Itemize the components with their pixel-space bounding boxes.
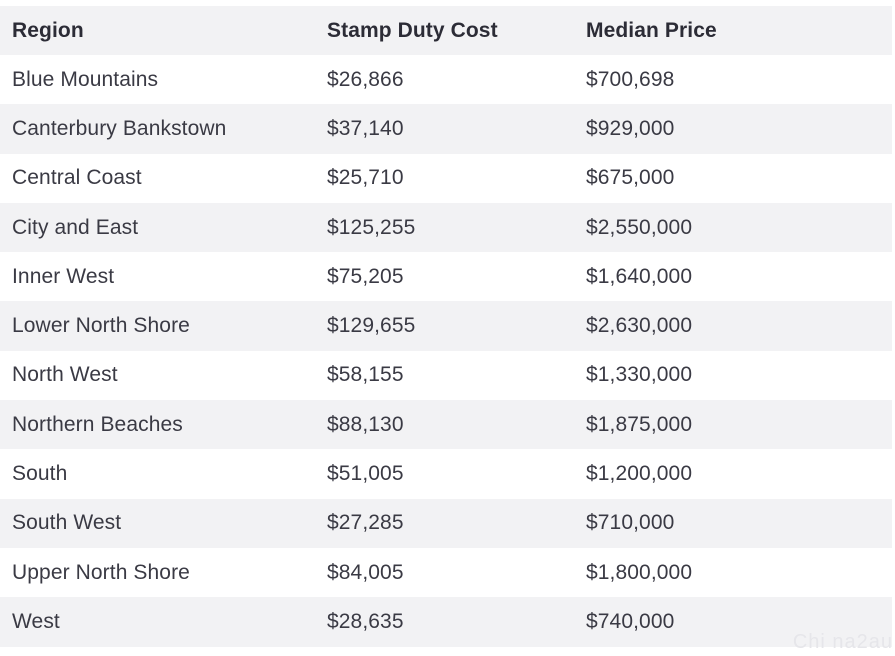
cell-stamp-duty: $88,130: [327, 412, 404, 436]
table-row: South $51,005 $1,200,000: [0, 449, 892, 498]
cell-median-price: $1,875,000: [586, 412, 693, 436]
cell-median-price: $2,630,000: [586, 314, 693, 338]
header-region: Region: [12, 18, 84, 42]
cell-stamp-duty: $51,005: [327, 462, 404, 486]
cell-region: Blue Mountains: [12, 67, 159, 91]
table-row: Central Coast $25,710 $675,000: [0, 154, 892, 203]
cell-median-price: $740,000: [586, 609, 675, 633]
cell-median-price: $929,000: [586, 116, 675, 140]
cell-stamp-duty: $84,005: [327, 560, 404, 584]
cell-stamp-duty: $129,655: [327, 314, 416, 338]
header-median-price: Median Price: [586, 18, 717, 42]
cell-region: Lower North Shore: [12, 314, 190, 338]
cell-median-price: $710,000: [586, 511, 675, 535]
cell-region: South West: [12, 511, 122, 535]
cell-region: South: [12, 462, 68, 486]
table-row: Blue Mountains $26,866 $700,698: [0, 55, 892, 104]
cell-region: Canterbury Bankstown: [12, 116, 227, 140]
cell-stamp-duty: $58,155: [327, 363, 404, 387]
cell-stamp-duty: $75,205: [327, 264, 404, 288]
table-row: City and East $125,255 $2,550,000: [0, 202, 892, 253]
cell-median-price: $675,000: [586, 166, 675, 190]
table-row: Upper North Shore $84,005 $1,800,000: [0, 548, 892, 597]
cell-region: Northern Beaches: [12, 412, 183, 436]
header-stamp-duty: Stamp Duty Cost: [327, 18, 498, 42]
cell-region: City and East: [12, 215, 139, 239]
cell-stamp-duty: $37,140: [327, 116, 404, 140]
table-body: Blue Mountains $26,866 $700,698 Canterbury …: [0, 55, 892, 647]
cell-median-price: $1,200,000: [586, 462, 693, 486]
stamp-duty-table: Region Stamp Duty Cost Median Price Blue…: [0, 6, 892, 647]
table-row: Canterbury Bankstown $37,140 $929,000: [0, 104, 892, 154]
cell-region: Central Coast: [12, 166, 142, 190]
table-row: North West $58,155 $1,330,000: [0, 351, 892, 400]
cell-stamp-duty: $125,255: [327, 215, 416, 239]
cell-region: Inner West: [12, 264, 115, 288]
cell-region: North West: [12, 363, 118, 387]
cell-region: West: [12, 609, 60, 633]
watermark: Chi na2au: [792, 631, 893, 653]
cell-median-price: $2,550,000: [586, 215, 693, 239]
cell-stamp-duty: $25,710: [327, 166, 404, 190]
table-row: Northern Beaches $88,130 $1,875,000: [0, 400, 892, 450]
cell-stamp-duty: $26,866: [327, 67, 404, 91]
table-row: South West $27,285 $710,000: [0, 498, 892, 548]
cell-median-price: $1,800,000: [586, 560, 693, 584]
cell-median-price: $1,640,000: [586, 264, 693, 288]
cell-stamp-duty: $27,285: [327, 511, 404, 535]
table-row: Inner West $75,205 $1,640,000: [0, 252, 892, 301]
table-row: Lower North Shore $129,655 $2,630,000: [0, 301, 892, 351]
cell-median-price: $700,698: [586, 67, 675, 91]
cell-stamp-duty: $28,635: [327, 609, 404, 633]
table-row: West $28,635 $740,000: [0, 597, 892, 647]
cell-median-price: $1,330,000: [586, 363, 693, 387]
table-header-row: Region Stamp Duty Cost Median Price: [0, 6, 892, 55]
cell-region: Upper North Shore: [12, 560, 190, 584]
